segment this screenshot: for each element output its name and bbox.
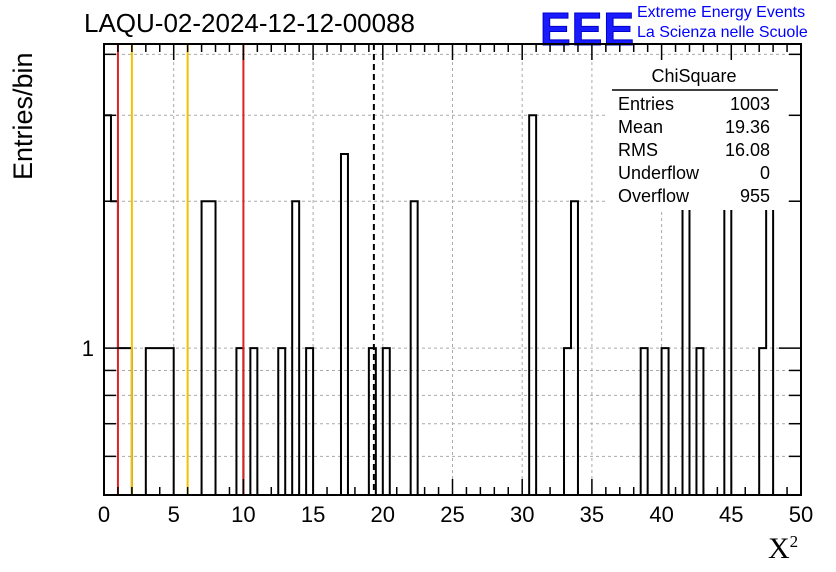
eee-logo: EEE	[539, 3, 636, 56]
x-tick-label: 15	[301, 502, 325, 527]
stats-row-label: Overflow	[618, 186, 690, 206]
stats-row-value: 16.08	[725, 140, 770, 160]
x-tick-label: 30	[510, 502, 534, 527]
stats-row-label: Mean	[618, 117, 663, 137]
chart-title: LAQU-02-2024-12-12-00088	[84, 8, 415, 38]
x-tick-label: 35	[580, 502, 604, 527]
x-tick-label: 10	[231, 502, 255, 527]
x-tick-label: 45	[719, 502, 743, 527]
x-tick-label: 25	[440, 502, 464, 527]
x-tick-label: 5	[168, 502, 180, 527]
stats-row-value: 1003	[730, 94, 770, 114]
logo-tagline-bottom: La Scienza nelle Scuole	[637, 24, 808, 41]
stats-row-value: 0	[760, 163, 770, 183]
stats-row-label: RMS	[618, 140, 658, 160]
x-tick-label: 20	[371, 502, 395, 527]
stats-row-value: 19.36	[725, 117, 770, 137]
stats-row-label: Entries	[618, 94, 674, 114]
histogram-bar	[341, 154, 348, 495]
x-tick-label: 0	[98, 502, 110, 527]
x-tick-label: 40	[649, 502, 673, 527]
logo-tagline-top: Extreme Energy Events	[637, 4, 806, 21]
x-tick-label: 50	[789, 502, 813, 527]
x-axis-label: X2	[768, 532, 798, 566]
stats-box-background	[608, 60, 786, 210]
y-tick-label: 1	[82, 336, 94, 361]
x-axis-label-superscript: 2	[789, 532, 799, 551]
stats-box-title: ChiSquare	[651, 66, 736, 86]
histogram-bar	[104, 115, 111, 495]
histogram-bar	[529, 115, 536, 495]
x-axis-label-base: X	[768, 532, 790, 565]
stats-row-label: Underflow	[618, 163, 700, 183]
stats-row-value: 955	[740, 186, 770, 206]
